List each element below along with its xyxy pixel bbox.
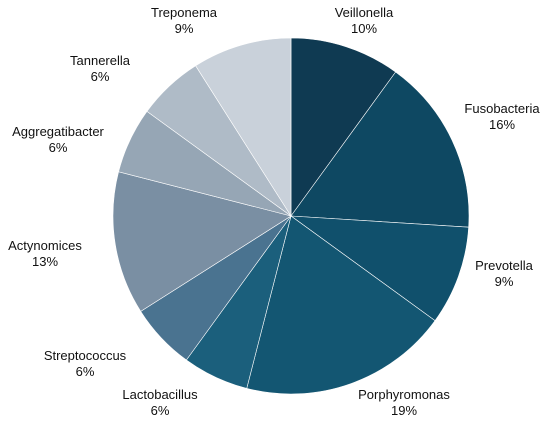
pie-label-name: Lactobacillus	[122, 387, 198, 402]
pie-slice-fusobacteria	[290, 71, 470, 228]
pie-label-actynomices: Actynomices 13%	[8, 238, 82, 269]
pie-label-veillonella: Veillonella 10%	[335, 5, 394, 36]
pie-label-aggregatibacter: Aggregatibacter 6%	[12, 124, 104, 155]
pie-label-percent: 6%	[151, 403, 170, 418]
pie-label-prevotella: Prevotella 9%	[475, 258, 534, 289]
pie-slice-veillonella	[290, 37, 397, 217]
pie-label-name: Veillonella	[335, 5, 394, 20]
pie-slice-prevotella	[289, 215, 469, 322]
pie-label-percent: 10%	[351, 21, 377, 36]
pie-label-streptococcus: Streptococcus 6%	[44, 348, 127, 379]
pie-label-percent: 6%	[76, 364, 95, 379]
pie-label-percent: 16%	[489, 117, 515, 132]
pie-label-lactobacillus: Lactobacillus 6%	[122, 387, 198, 418]
pie-label-name: Streptococcus	[44, 348, 127, 363]
pie-slice-porphyromonas	[246, 215, 436, 395]
pie-label-treponema: Treponema 9%	[151, 5, 218, 36]
pie-slice-treponema	[195, 37, 292, 218]
pie-label-percent: 9%	[175, 21, 194, 36]
pie-label-percent: 6%	[91, 69, 110, 84]
pie-label-name: Tannerella	[70, 53, 131, 68]
pie-labels: Veillonella 10%Fusobacteria 16%Prevotella 9…	[8, 5, 540, 418]
pie-label-name: Prevotella	[475, 258, 534, 273]
pie-slice-actynomices	[112, 171, 292, 312]
pie-slices	[112, 37, 470, 395]
pie-label-percent: 9%	[495, 274, 514, 289]
pie-label-name: Aggregatibacter	[12, 124, 104, 139]
pie-label-percent: 13%	[32, 254, 58, 269]
pie-label-name: Porphyromonas	[358, 387, 450, 402]
pie-label-name: Fusobacteria	[464, 101, 540, 116]
pie-label-name: Actynomices	[8, 238, 82, 253]
pie-label-name: Treponema	[151, 5, 218, 20]
pie-label-porphyromonas: Porphyromonas 19%	[358, 387, 450, 418]
pie-label-tannerella: Tannerella 6%	[70, 53, 131, 84]
pie-label-percent: 19%	[391, 403, 417, 418]
pie-label-percent: 6%	[49, 140, 68, 155]
pie-label-fusobacteria: Fusobacteria 16%	[464, 101, 540, 132]
